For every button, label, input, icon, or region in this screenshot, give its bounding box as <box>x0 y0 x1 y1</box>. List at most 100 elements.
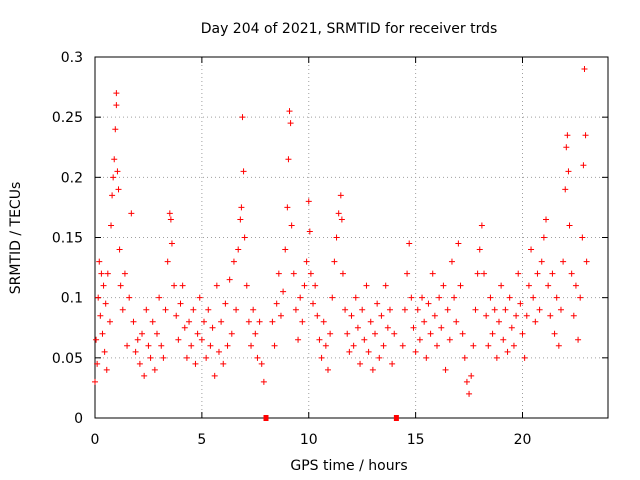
gap-markers <box>263 415 399 421</box>
data-point <box>287 120 294 127</box>
data-point <box>376 354 383 361</box>
data-point <box>406 240 413 247</box>
data-point <box>151 366 158 373</box>
data-point <box>457 282 464 289</box>
data-point <box>540 234 547 241</box>
data-point <box>124 342 131 349</box>
data-point <box>168 240 175 247</box>
y-tick-label: 0.25 <box>52 110 83 126</box>
data-point <box>101 348 108 355</box>
data-point <box>399 342 406 349</box>
data-point <box>431 312 438 319</box>
data-point <box>575 336 582 343</box>
data-point <box>119 306 126 313</box>
data-point <box>106 318 113 325</box>
data-point <box>532 318 539 325</box>
data-point <box>312 282 319 289</box>
data-point <box>359 306 366 313</box>
data-point <box>108 222 115 229</box>
data-point <box>117 282 124 289</box>
data-point <box>468 372 475 379</box>
data-point <box>220 360 227 367</box>
data-point <box>252 330 259 337</box>
data-point <box>525 282 532 289</box>
y-tick-label: 0.05 <box>52 351 83 367</box>
data-point <box>130 318 137 325</box>
data-point <box>504 348 511 355</box>
data-point <box>282 246 289 253</box>
data-point <box>213 282 220 289</box>
data-point <box>134 336 141 343</box>
data-point <box>534 270 541 277</box>
data-point <box>466 390 473 397</box>
gap-marker <box>263 415 269 421</box>
data-point <box>306 228 313 235</box>
data-point <box>470 342 477 349</box>
data-point <box>555 342 562 349</box>
data-point <box>412 348 419 355</box>
data-point <box>103 366 110 373</box>
data-point <box>250 306 257 313</box>
data-point <box>543 216 550 223</box>
data-point <box>545 282 552 289</box>
data-point <box>577 294 584 301</box>
data-point <box>173 312 180 319</box>
data-point <box>237 216 244 223</box>
data-point <box>207 342 214 349</box>
data-point <box>205 306 212 313</box>
data-point <box>434 342 440 349</box>
data-point <box>318 354 325 361</box>
data-point <box>440 282 447 289</box>
data-point <box>389 360 396 367</box>
data-point <box>564 132 571 139</box>
data-point <box>530 294 537 301</box>
data-point <box>228 330 235 337</box>
data-point <box>209 324 216 331</box>
data-point <box>354 324 361 331</box>
data-point <box>515 270 522 277</box>
data-point <box>487 294 494 301</box>
data-point <box>260 378 267 385</box>
data-point <box>565 168 572 175</box>
data-point <box>429 270 436 277</box>
data-point <box>94 360 101 367</box>
data-point <box>256 318 263 325</box>
data-point <box>179 282 186 289</box>
data-point <box>95 294 102 301</box>
y-tick-label: 0.3 <box>61 50 83 66</box>
chart-title: Day 204 of 2021, SRMTID for receiver trd… <box>201 21 498 37</box>
data-point <box>442 366 449 373</box>
data-point <box>481 270 488 277</box>
data-point <box>116 246 123 253</box>
data-point <box>517 300 524 307</box>
data-point <box>425 300 432 307</box>
data-point <box>380 342 387 349</box>
data-point <box>579 234 586 241</box>
data-point <box>329 294 336 301</box>
data-point <box>164 258 171 265</box>
data-point <box>350 342 357 349</box>
data-point <box>463 378 470 385</box>
data-point <box>301 282 308 289</box>
data-point <box>143 306 150 313</box>
data-point <box>378 312 385 319</box>
data-point <box>348 312 355 319</box>
data-point <box>175 336 182 343</box>
data-point <box>235 246 242 253</box>
data-point <box>99 330 106 337</box>
data-point <box>190 306 197 313</box>
data-point <box>243 282 250 289</box>
data-point <box>171 282 178 289</box>
data-point <box>153 330 160 337</box>
data-point <box>177 300 184 307</box>
data-point <box>230 258 237 265</box>
data-point <box>483 312 490 319</box>
data-point <box>448 258 455 265</box>
data-point <box>485 342 492 349</box>
data-point <box>459 330 466 337</box>
data-point <box>536 306 543 313</box>
data-point <box>290 270 297 277</box>
data-point <box>299 318 306 325</box>
data-point <box>126 294 133 301</box>
data-point <box>453 318 460 325</box>
